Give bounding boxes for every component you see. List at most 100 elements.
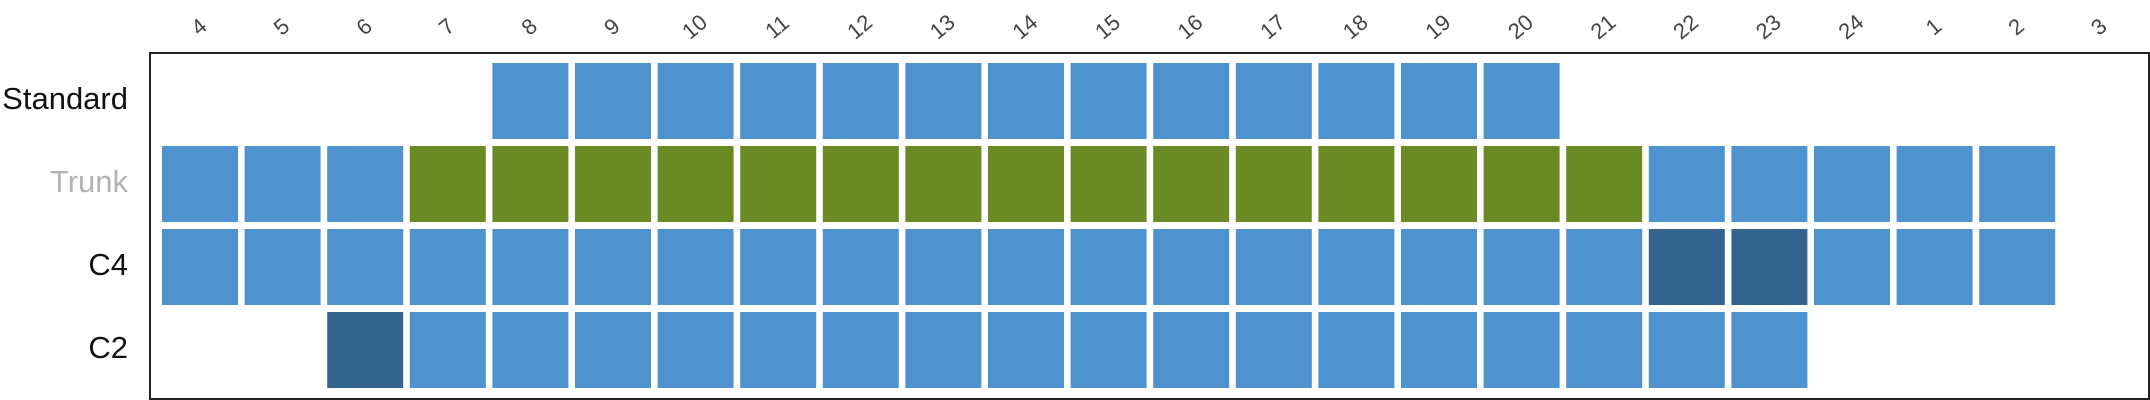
heatmap-cell: [492, 146, 569, 222]
heatmap-cell: [575, 63, 651, 139]
row-labels: Standard Trunk C4 C2: [2, 81, 128, 365]
heatmap-cell: [1401, 63, 1477, 139]
heatmap-cell: [905, 312, 982, 388]
hour-label: 19: [1421, 9, 1456, 44]
row-label: C2: [88, 330, 128, 365]
heatmap-cell: [327, 312, 404, 388]
hour-label: 24: [1834, 9, 1869, 44]
heatmap-cell: [409, 312, 486, 388]
heatmap-cell: [162, 229, 238, 305]
row-label: Standard: [2, 81, 128, 116]
heatmap-cell: [1566, 146, 1643, 222]
heatmap-cell: [1731, 146, 1808, 222]
heatmap-cell: [822, 63, 899, 139]
heatmap-cell: [822, 312, 899, 388]
heatmap-cell: [244, 146, 321, 222]
hour-label: 17: [1255, 9, 1290, 44]
heatmap-cell: [244, 229, 321, 305]
heatmap-cell: [740, 229, 817, 305]
heatmap-cell: [905, 229, 982, 305]
hour-label: 23: [1751, 9, 1786, 44]
heatmap-cell: [1814, 146, 1890, 222]
heatmap-cell: [1070, 312, 1147, 388]
heatmap-cell: [409, 146, 486, 222]
hour-label: 15: [1090, 9, 1125, 44]
heatmap-cell: [988, 229, 1064, 305]
heatmap-cell: [822, 229, 899, 305]
heatmap-cell: [657, 312, 734, 388]
heatmap-cell: [1070, 146, 1147, 222]
hour-label: 8: [517, 13, 542, 40]
heatmap-cell: [1153, 63, 1230, 139]
heatmap-cell: [1401, 312, 1477, 388]
hour-label: 10: [677, 9, 712, 44]
hour-label: 12: [842, 9, 877, 44]
heatmap-cell: [1566, 229, 1643, 305]
heatmap-cell: [1070, 63, 1147, 139]
heatmap-cell: [575, 312, 651, 388]
heatmap-cell: [1235, 312, 1312, 388]
heatmap-cell: [575, 229, 651, 305]
heatmap-cell: [988, 312, 1064, 388]
heatmap-cell: [1979, 229, 2056, 305]
heatmap-cells: [162, 63, 2056, 388]
heatmap-cell: [492, 63, 569, 139]
heatmap-cell: [740, 312, 817, 388]
hour-label: 14: [1008, 9, 1043, 44]
hour-label: 9: [599, 13, 624, 40]
heatmap-cell: [905, 63, 982, 139]
hour-label: 2: [2003, 13, 2028, 40]
hour-label: 3: [2086, 13, 2111, 40]
hour-label: 21: [1586, 9, 1621, 44]
heatmap-cell: [1401, 146, 1477, 222]
hour-label: 5: [269, 13, 294, 40]
heatmap-cell: [1235, 146, 1312, 222]
heatmap-cell: [327, 229, 404, 305]
row-label: Trunk: [50, 164, 129, 199]
heatmap-cell: [1731, 312, 1808, 388]
heatmap-cell: [1896, 229, 1973, 305]
heatmap-cell: [1896, 146, 1973, 222]
heatmap-cell: [1979, 146, 2056, 222]
heatmap-cell: [1483, 63, 1560, 139]
hour-label: 22: [1668, 9, 1703, 44]
hour-label: 11: [760, 10, 794, 44]
heatmap-cell: [1153, 146, 1230, 222]
heatmap-cell: [740, 146, 817, 222]
heatmap-cell: [409, 229, 486, 305]
heatmap-cell: [1731, 229, 1808, 305]
heatmap-cell: [1318, 63, 1395, 139]
hour-label: 13: [925, 9, 960, 44]
heatmap-cell: [1648, 312, 1725, 388]
heatmap-cell: [1318, 229, 1395, 305]
hour-label: 1: [1921, 13, 1946, 40]
heatmap-cell: [905, 146, 982, 222]
heatmap-cell: [492, 229, 569, 305]
heatmap-cell: [1483, 312, 1560, 388]
heatmap-cell: [740, 63, 817, 139]
heatmap-cell: [1648, 229, 1725, 305]
heatmap-cell: [1318, 146, 1395, 222]
row-label: C4: [88, 247, 128, 282]
heatmap-cell: [1566, 312, 1643, 388]
heatmap-cell: [1235, 63, 1312, 139]
heatmap-cell: [988, 63, 1064, 139]
heatmap-cell: [1483, 146, 1560, 222]
hour-label: 20: [1503, 9, 1538, 44]
hour-label: 18: [1338, 9, 1373, 44]
heatmap-cell: [1153, 312, 1230, 388]
heatmap-cell: [1648, 146, 1725, 222]
hour-label: 7: [434, 13, 459, 40]
heatmap-cell: [1318, 312, 1395, 388]
heatmap-cell: [657, 146, 734, 222]
hour-label: 16: [1173, 9, 1208, 44]
heatmap-cell: [988, 146, 1064, 222]
heatmap-cell: [1153, 229, 1230, 305]
heatmap-cell: [657, 63, 734, 139]
heatmap-cell: [1483, 229, 1560, 305]
heatmap-cell: [162, 146, 238, 222]
heatmap-cell: [1401, 229, 1477, 305]
heatmap-cell: [1070, 229, 1147, 305]
heatmap-cell: [822, 146, 899, 222]
